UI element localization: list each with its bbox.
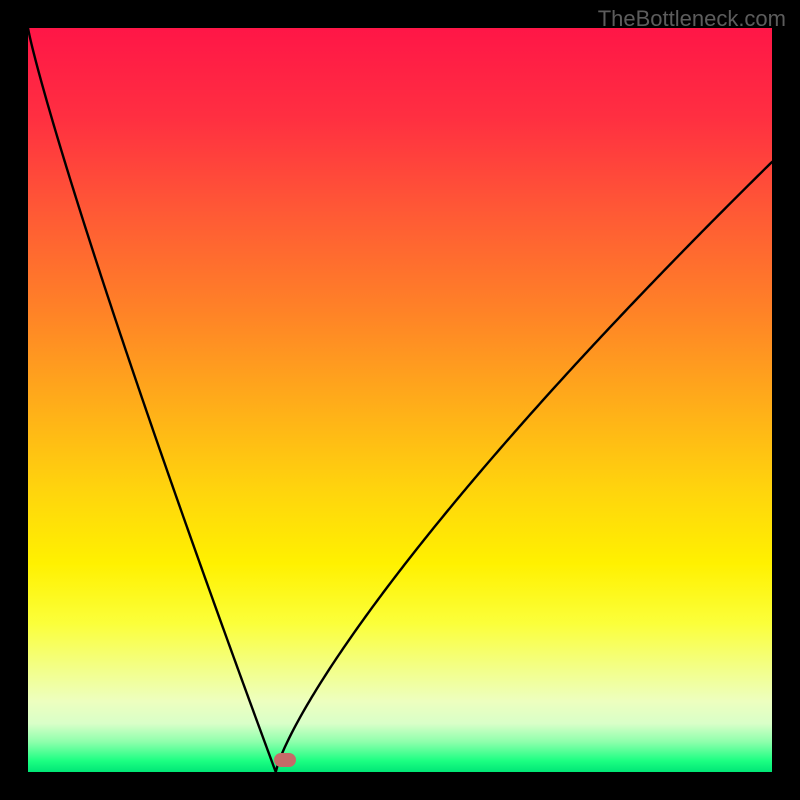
bottleneck-curve [28, 28, 772, 772]
plot-area [28, 28, 772, 772]
optimum-marker [274, 753, 296, 767]
chart-frame: TheBottleneck.com [0, 0, 800, 800]
